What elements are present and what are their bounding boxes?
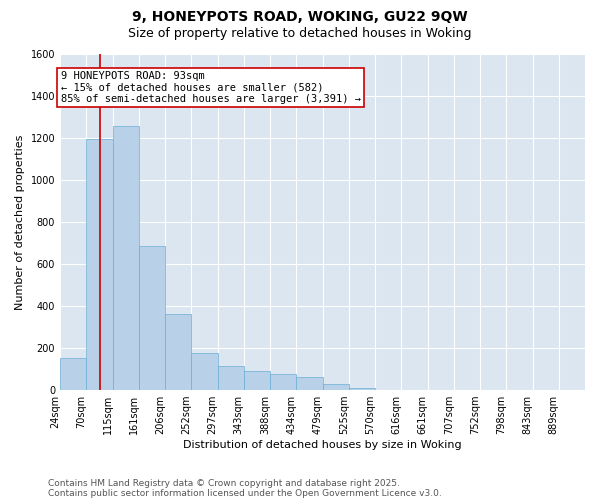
Text: Contains public sector information licensed under the Open Government Licence v3: Contains public sector information licen…: [48, 488, 442, 498]
Bar: [244, 371, 270, 390]
Text: 9, HONEYPOTS ROAD, WOKING, GU22 9QW: 9, HONEYPOTS ROAD, WOKING, GU22 9QW: [132, 10, 468, 24]
Bar: [218, 366, 244, 390]
Bar: [296, 378, 323, 390]
Bar: [86, 139, 113, 390]
Text: 9 HONEYPOTS ROAD: 93sqm
← 15% of detached houses are smaller (582)
85% of semi-d: 9 HONEYPOTS ROAD: 93sqm ← 15% of detache…: [61, 71, 361, 104]
Bar: [270, 374, 296, 390]
Bar: [165, 314, 191, 390]
Bar: [191, 354, 218, 390]
Text: Contains HM Land Registry data © Crown copyright and database right 2025.: Contains HM Land Registry data © Crown c…: [48, 478, 400, 488]
Y-axis label: Number of detached properties: Number of detached properties: [15, 134, 25, 310]
Bar: [349, 388, 375, 390]
X-axis label: Distribution of detached houses by size in Woking: Distribution of detached houses by size …: [183, 440, 462, 450]
Bar: [60, 358, 86, 390]
Bar: [139, 246, 165, 390]
Bar: [323, 384, 349, 390]
Text: Size of property relative to detached houses in Woking: Size of property relative to detached ho…: [128, 28, 472, 40]
Bar: [113, 126, 139, 390]
